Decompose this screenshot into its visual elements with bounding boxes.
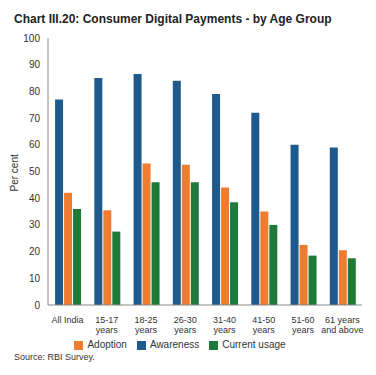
- html-text:Source: RBI Survey.: Source: RBI Survey.: [14, 352, 95, 362]
- html-text:Chart III.20: Consumer Digital: Chart III.20: Consumer Digital Payments …: [14, 12, 332, 26]
- svg-text:100: 100: [23, 33, 40, 44]
- svg-text:41-50years: 41-50years: [252, 315, 275, 335]
- html-text:Adoption: Adoption: [87, 339, 127, 350]
- html-text:Awareness: Awareness: [149, 339, 200, 350]
- svg-text:18-25years: 18-25years: [135, 315, 158, 335]
- svg-text:60: 60: [29, 139, 41, 150]
- svg-text:31-40years: 31-40years: [213, 315, 236, 335]
- svg-text:70: 70: [29, 113, 41, 124]
- svg-text:80: 80: [29, 86, 41, 97]
- svg-text:26-30years: 26-30years: [174, 315, 197, 335]
- svg-text:10: 10: [29, 273, 41, 284]
- svg-text:All India: All India: [52, 315, 84, 325]
- svg-text:30: 30: [29, 219, 41, 230]
- svg-text:50: 50: [29, 166, 41, 177]
- svg-text:61 yearsand above: 61 yearsand above: [321, 315, 363, 335]
- svg-text:Per cent: Per cent: [9, 154, 20, 191]
- svg-text:20: 20: [29, 246, 41, 257]
- svg-text:15-17years: 15-17years: [95, 315, 118, 335]
- svg-text:90: 90: [29, 59, 41, 70]
- svg-text:40: 40: [29, 193, 41, 204]
- svg-text:0: 0: [34, 300, 40, 311]
- html-text:Current usage: Current usage: [222, 339, 286, 350]
- svg-text:51-60years: 51-60years: [292, 315, 315, 335]
